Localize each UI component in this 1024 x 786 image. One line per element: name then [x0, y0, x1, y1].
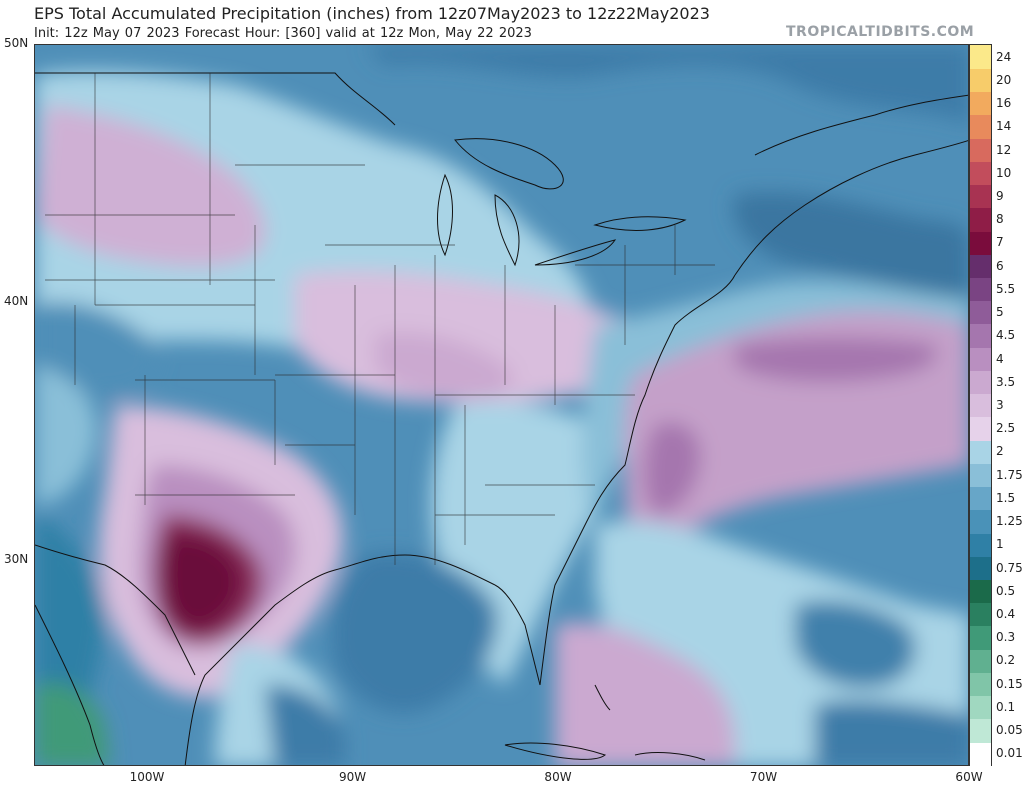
- colorbar-level-label: 0.1: [996, 699, 1016, 714]
- brand-watermark: TROPICALTIDBITS.COM: [786, 24, 975, 40]
- colorbar-swatch: [970, 672, 991, 697]
- colorbar-level-label: 10: [996, 165, 1012, 180]
- colorbar-swatch: [970, 370, 991, 395]
- colorbar-level-label: 3: [996, 398, 1004, 412]
- colorbar-swatch: [970, 45, 991, 69]
- colorbar-level-label: 24: [996, 49, 1012, 64]
- colorbar-level-label: 0.15: [996, 676, 1023, 691]
- colorbar-level-label: 6: [996, 258, 1004, 273]
- colorbar-level-label: 0.5: [996, 583, 1016, 598]
- colorbar-swatch: [970, 439, 991, 464]
- colorbar-level-label: 0.4: [996, 607, 1016, 622]
- lon-label: 70W: [749, 770, 778, 784]
- colorbar-swatch: [970, 416, 991, 441]
- lon-label: 80W: [544, 770, 572, 784]
- colorbar-swatch: [970, 579, 991, 604]
- colorbar-swatch: [970, 68, 991, 93]
- colorbar-level-label: 2: [996, 444, 1004, 459]
- lat-label: 50N: [4, 36, 29, 50]
- colorbar-swatch: [970, 346, 991, 371]
- colorbar-level-label: 0.75: [996, 560, 1023, 575]
- precipitation-map: [34, 44, 969, 766]
- lat-label: 40N: [4, 294, 29, 308]
- colorbar-level-label: 5: [996, 305, 1004, 320]
- precipitation-colorbar: [969, 44, 992, 766]
- colorbar-level-label: 0.01: [996, 746, 1023, 761]
- colorbar-level-label: 9: [996, 188, 1004, 203]
- colorbar-level-label: 2.5: [996, 421, 1016, 436]
- colorbar-swatch: [970, 463, 991, 488]
- colorbar-level-label: 1: [996, 537, 1004, 552]
- colorbar-level-label: 8: [996, 212, 1004, 227]
- colorbar-level-label: 12: [996, 142, 1012, 157]
- colorbar-swatch: [970, 393, 991, 418]
- colorbar-level-label: 5.5: [996, 281, 1016, 296]
- colorbar-swatch: [970, 486, 991, 511]
- colorbar-swatch: [970, 230, 991, 255]
- colorbar-swatch: [970, 137, 991, 162]
- colorbar-swatch: [970, 695, 991, 720]
- colorbar-level-label: 3.5: [996, 374, 1016, 389]
- colorbar-level-label: 4: [996, 351, 1004, 366]
- colorbar-swatch: [970, 532, 991, 557]
- lon-label: 100W: [129, 770, 165, 784]
- page-title: EPS Total Accumulated Precipitation (inc…: [34, 4, 710, 23]
- colorbar-level-label: 4.5: [996, 328, 1016, 343]
- colorbar-swatch: [970, 509, 991, 534]
- colorbar-level-label: 14: [996, 119, 1012, 134]
- colorbar-level-label: 0.3: [996, 630, 1016, 645]
- colorbar-level-label: 16: [996, 96, 1012, 111]
- colorbar-swatch: [970, 741, 991, 766]
- lon-label: 60W: [955, 770, 983, 784]
- colorbar-level-label: 1.5: [996, 490, 1016, 505]
- map-canvas: [35, 45, 968, 765]
- colorbar-swatch: [970, 207, 991, 232]
- colorbar-swatch: [970, 277, 991, 302]
- lat-label: 30N: [4, 552, 29, 566]
- colorbar-level-label: 1.25: [996, 514, 1023, 529]
- forecast-info: Init: 12z May 07 2023 Forecast Hour: [36…: [34, 26, 532, 41]
- lon-label: 90W: [338, 770, 367, 784]
- colorbar-swatch: [970, 555, 991, 580]
- colorbar-swatch: [970, 254, 991, 279]
- colorbar-swatch: [970, 91, 991, 116]
- colorbar-swatch: [970, 161, 991, 186]
- colorbar-level-label: 1.75: [996, 467, 1023, 482]
- colorbar-swatch: [970, 323, 991, 348]
- colorbar-swatch: [970, 300, 991, 325]
- colorbar-swatch: [970, 114, 991, 139]
- colorbar-swatch: [970, 602, 991, 627]
- colorbar-level-label: 7: [996, 235, 1004, 250]
- colorbar-level-label: 0.2: [996, 653, 1016, 668]
- colorbar-swatch: [970, 625, 991, 650]
- colorbar-swatch: [970, 184, 991, 209]
- colorbar-level-label: 20: [996, 72, 1012, 87]
- colorbar-swatch: [970, 648, 991, 673]
- colorbar-level-label: 0.05: [996, 723, 1023, 738]
- colorbar-swatch: [970, 718, 991, 743]
